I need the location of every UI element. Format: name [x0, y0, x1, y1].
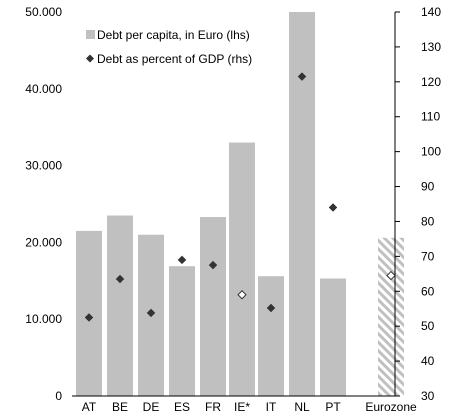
- bars-layer: [76, 12, 404, 396]
- left-tick-label: 10.000: [25, 312, 62, 326]
- category-label-pt: PT: [325, 400, 341, 414]
- legend-marker-diamond-icon: [86, 54, 94, 63]
- right-tick-label: 140: [421, 5, 441, 19]
- right-tick-label: 90: [421, 180, 435, 194]
- right-tick-label: 60: [421, 284, 435, 298]
- left-tick-label: 20.000: [25, 235, 62, 249]
- left-tick-label: 0: [55, 389, 62, 403]
- right-tick-label: 130: [421, 40, 441, 54]
- left-tick-label: 30.000: [25, 159, 62, 173]
- marker-be: [115, 274, 125, 284]
- right-tick-label: 30: [421, 389, 435, 403]
- marker-pt: [328, 203, 338, 212]
- marker-eurozone: [386, 270, 396, 281]
- marker-ie: [237, 290, 247, 300]
- marker-it: [266, 303, 276, 313]
- bar-fr: [200, 217, 226, 396]
- markers-layer: [84, 72, 396, 322]
- right-tick-label: 40: [421, 354, 435, 368]
- marker-es: [177, 255, 187, 265]
- bar-es: [169, 266, 195, 396]
- legend-label-debt-percent-gdp: Debt as percent of GDP (rhs): [97, 52, 252, 66]
- right-tick-label: 50: [421, 319, 435, 333]
- legend-swatch-bar: [86, 30, 95, 39]
- category-label-es: ES: [174, 400, 190, 414]
- category-label-ie: IE*: [234, 400, 250, 414]
- right-tick-label: 100: [421, 145, 441, 159]
- category-label-fr: FR: [205, 400, 221, 414]
- bar-nl: [289, 12, 315, 396]
- right-tick-label: 120: [421, 75, 441, 89]
- category-label-eurozone: Eurozone: [365, 400, 417, 414]
- left-tick-label: 50.000: [25, 5, 62, 19]
- category-label-nl: NL: [294, 400, 310, 414]
- right-tick-label: 70: [421, 249, 435, 263]
- axes-layer: 0 10.000 20.000 30.000 40.000 50.000 30 40 50 60 7…: [25, 5, 441, 414]
- marker-de: [146, 308, 156, 318]
- category-label-de: DE: [143, 400, 160, 414]
- bar-be: [107, 215, 133, 396]
- bar-pt: [320, 278, 346, 396]
- category-label-be: BE: [112, 400, 128, 414]
- right-tick-label: 80: [421, 214, 435, 228]
- marker-nl: [297, 72, 307, 81]
- bar-ie: [229, 142, 255, 396]
- legend-label-debt-per-capita: Debt per capita, in Euro (lhs): [97, 28, 250, 42]
- category-label-at: AT: [82, 400, 97, 414]
- marker-at: [84, 313, 94, 322]
- marker-fr: [208, 260, 218, 270]
- bar-eurozone: [378, 237, 404, 396]
- right-tick-label: 110: [421, 110, 440, 124]
- legend: Debt per capita, in Euro (lhs) Debt as p…: [86, 28, 252, 66]
- bar-it: [258, 276, 284, 396]
- category-label-it: IT: [266, 400, 277, 414]
- left-tick-label: 40.000: [25, 82, 62, 96]
